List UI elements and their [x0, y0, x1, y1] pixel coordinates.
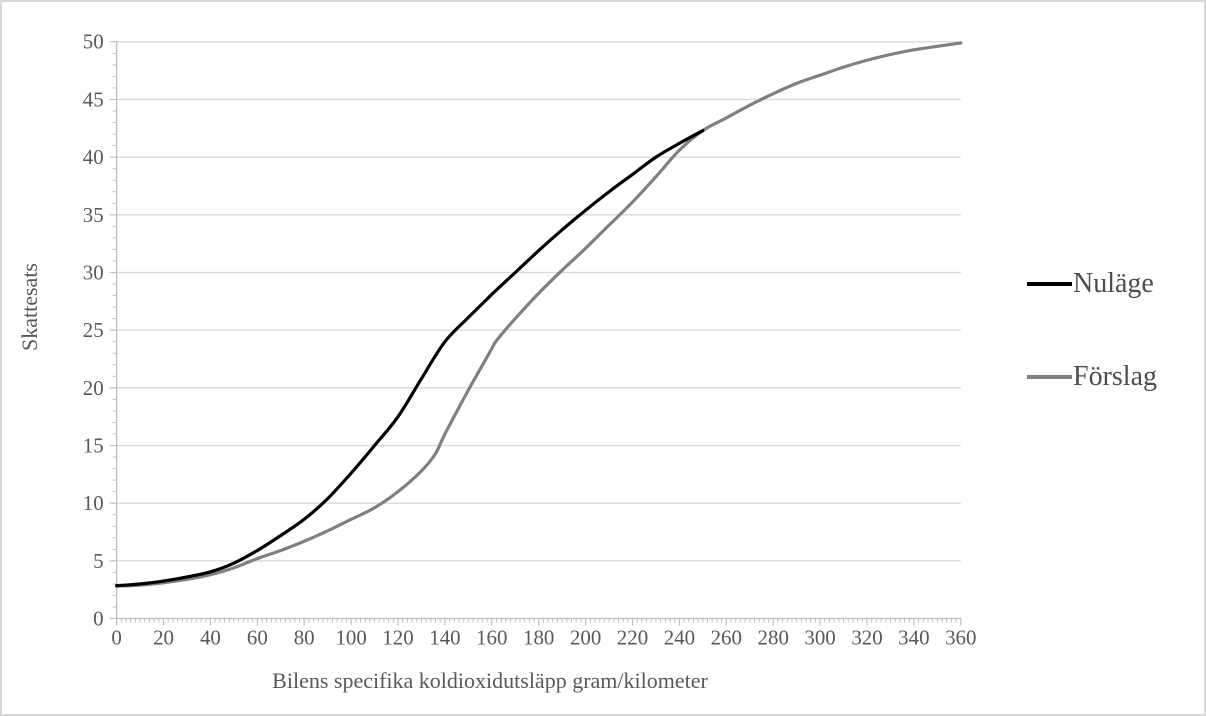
x-tick-label-0: 0 [111, 625, 121, 649]
x-tick-label-280: 280 [758, 625, 789, 649]
y-tick-label-20: 20 [83, 376, 104, 400]
x-tick-label-40: 40 [200, 625, 221, 649]
x-axis-title: Bilens specifika koldioxidutsläpp gram/k… [272, 668, 708, 693]
x-tick-label-300: 300 [804, 625, 835, 649]
x-tick-label-260: 260 [711, 625, 742, 649]
x-tick-label-180: 180 [523, 625, 554, 649]
x-tick-label-140: 140 [429, 625, 460, 649]
x-tick-label-80: 80 [294, 625, 315, 649]
x-tick-label-240: 240 [664, 625, 695, 649]
x-tick-label-120: 120 [382, 625, 413, 649]
y-tick-label-25: 25 [83, 318, 104, 342]
x-tick-label-340: 340 [898, 625, 929, 649]
x-tick-label-360: 360 [945, 625, 976, 649]
y-tick-label-0: 0 [93, 607, 103, 631]
series-line-nulge [115, 128, 705, 588]
y-tick-label-10: 10 [83, 491, 104, 515]
x-tick-label-200: 200 [570, 625, 601, 649]
x-tick-label-100: 100 [335, 625, 366, 649]
x-tick-label-320: 320 [851, 625, 882, 649]
x-tick-label-20: 20 [153, 625, 174, 649]
y-tick-label-30: 30 [83, 260, 104, 284]
y-tick-label-5: 5 [93, 549, 103, 573]
y-tick-label-15: 15 [83, 433, 104, 457]
y-tick-label-45: 45 [83, 87, 104, 111]
y-tick-label-35: 35 [83, 203, 104, 227]
y-tick-label-50: 50 [83, 30, 104, 54]
x-tick-label-220: 220 [617, 625, 648, 649]
series-line-frslag [115, 41, 963, 588]
x-tick-label-160: 160 [476, 625, 507, 649]
y-axis-title: Skattesats [17, 263, 42, 351]
y-tick-label-40: 40 [83, 145, 104, 169]
x-tick-label-60: 60 [247, 625, 268, 649]
